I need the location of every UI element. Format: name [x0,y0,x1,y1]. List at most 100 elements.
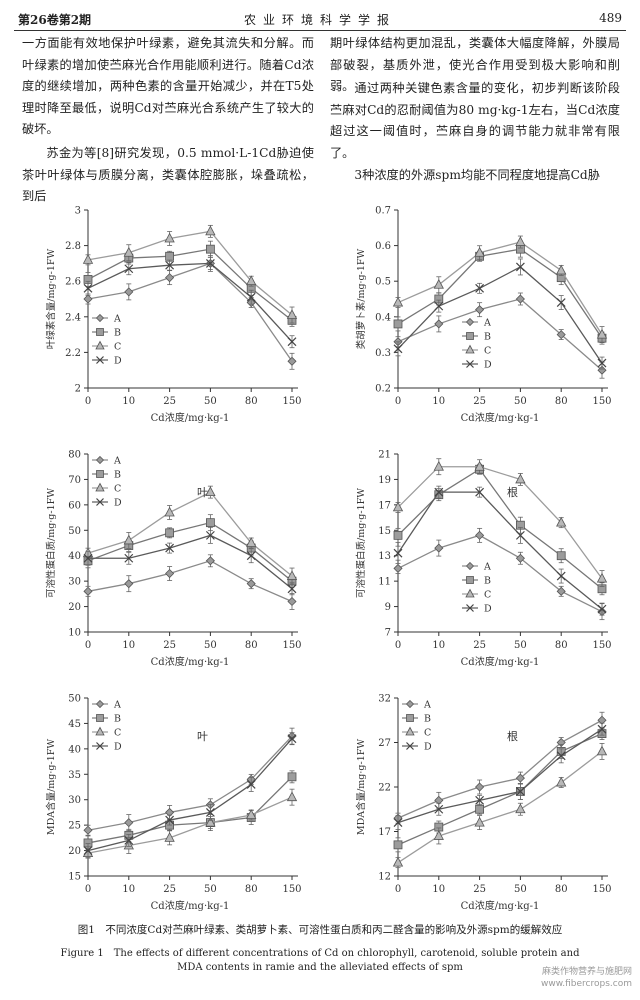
data-point-D [165,260,175,270]
data-point-B [556,551,566,561]
legend-label: D [424,742,432,753]
x-tick-label: 80 [555,640,568,651]
chart-soluble-protein-root-svg: 7 9 11 13 15 17 19 21 0 10 25 50 80 150 Cd浓度/mg·kg-1 可溶… [355,450,612,669]
x-tick-label: 150 [592,884,611,895]
y-tick-label: 0.4 [375,312,391,323]
data-point-B [393,530,403,540]
series-line-B [87,521,293,582]
y-tick-label: 13 [378,551,391,562]
x-tick-label: 50 [204,396,217,407]
data-point-D [246,551,256,561]
data-point-D [515,787,525,796]
legend-label: D [484,604,492,615]
legend-item-A: A [402,700,431,711]
data-point-D-stroke-2 [124,835,134,845]
y-tick-label: 0.2 [375,384,391,395]
data-point-C [205,486,216,497]
series-line-A [397,298,603,371]
data-point-A [246,579,256,589]
data-point-D-stroke-2 [393,344,403,354]
data-point-A [556,586,566,596]
x-tick-label: 25 [473,640,486,651]
chart-soluble-protein-leaf: 10 20 30 40 50 60 70 80 0 10 25 50 80 150 Cd浓度/mg·kg-1… [22,440,312,675]
legend-label: C [484,590,491,601]
data-point-C [286,570,298,580]
data-point-D-stroke-2 [124,553,134,563]
legend-marker-C [405,726,415,736]
series-line-D [87,738,293,852]
legend-item-B: B [462,332,491,343]
x-tick-label: 10 [432,396,445,407]
x-tick-label: 0 [85,640,91,651]
data-point-B [287,772,297,782]
data-point-A [475,782,485,792]
x-tick-label: 0 [85,396,91,407]
series-D [393,722,607,831]
series-line-A [87,560,293,603]
y-tick-label: 30 [68,577,81,588]
legend-marker-D [406,742,414,750]
figure-caption-cn: 图1 不同浓度Cd对苎麻叶绿素、类胡萝卜素、可溶性蛋白质和丙二醛含量的影响及外源… [77,924,563,936]
data-point-A [287,596,297,607]
x-tick-label: 10 [432,884,445,895]
data-point-A [287,356,297,366]
legend-item-A: A [462,318,491,329]
data-point-D [165,543,175,553]
watermark-line-1: 麻类作物营养与施肥网 [541,967,632,977]
x-tick-label: 50 [204,884,217,895]
legend-item-D: D [462,360,492,371]
legend-marker-C [95,340,105,350]
data-point-D [83,283,93,293]
x-tick-label: 50 [204,640,217,651]
series-line-B [87,248,293,321]
data-point-A [434,319,444,329]
data-point-D [205,258,215,268]
x-axis-label: Cd浓度/mg·kg-1 [461,655,540,668]
x-tick-label: 25 [473,396,486,407]
x-tick-label: 25 [163,640,176,651]
data-point-D [556,751,566,761]
legend-item-B: B [92,470,121,481]
data-point-D-stroke-2 [434,301,444,311]
data-point-C [205,816,216,827]
series-line-C [397,466,603,579]
data-point-D [124,835,134,845]
data-point-D-stroke-2 [165,260,175,270]
data-point-C [515,473,526,484]
data-point-D-stroke-2 [165,815,175,825]
series-line-D [397,491,603,610]
legend-marker-C [465,344,475,354]
legend-item-C: C [462,344,491,357]
legend-label: A [113,456,121,467]
data-point-D-stroke-2 [246,551,256,561]
data-point-B [165,251,175,261]
y-tick-label: 0.7 [375,206,391,217]
data-point-D [83,846,93,855]
y-tick-label: 32 [378,694,391,705]
data-point-B [205,244,215,254]
y-tick-label: 0.6 [375,241,391,252]
legend-label: C [114,728,121,739]
series-B [83,514,297,588]
series-line-C [397,241,603,335]
x-tick-label: 25 [473,884,486,895]
left-paragraph-1: 一方面能有效地保护叶绿素，避免其流失和分解。而叶绿素的增加使苎麻光合作用能顺利进… [22,36,314,136]
chart-mda-leaf: 15 20 25 30 35 40 45 50 0 10 25 50 80 150 Cd浓度/mg·kg-1… [22,684,312,919]
data-point-D-stroke-2 [287,734,297,744]
legend-item-D: D [92,742,122,753]
left-paragraph-2: 苏金为等[8]研究发现，0.5 mmol·L-1Cd胁迫使茶叶叶绿体与质膜分离，… [22,146,314,203]
legend-marker-A [465,317,475,327]
figure-caption-en-1: Figure 1 The effects of different concen… [60,948,580,959]
data-point-B [475,804,485,814]
legend-marker-A [95,455,105,465]
y-tick-label: 30 [68,795,81,806]
legend-item-C: C [462,588,491,601]
series-line-C [87,230,293,316]
x-tick-label: 10 [432,640,445,651]
y-axis-label: 可溶性蛋白质/mg·g-1FW [45,488,57,598]
data-point-A [83,586,93,596]
data-point-D-stroke-2 [205,530,215,540]
x-tick-label: 10 [122,884,135,895]
data-point-C [556,516,567,527]
y-tick-label: 0.3 [375,348,391,359]
